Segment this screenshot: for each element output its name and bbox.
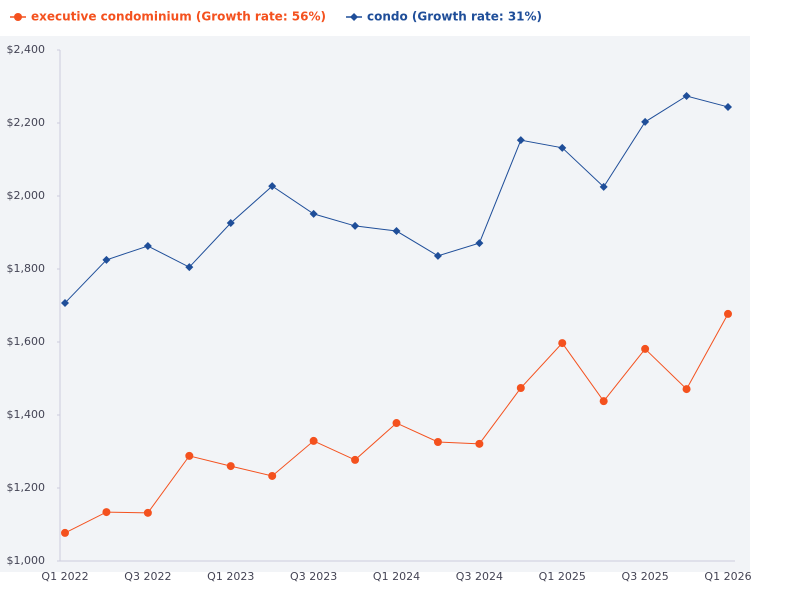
point (185, 451, 194, 460)
y-tick-label: $1,800 (7, 262, 46, 275)
x-tick-label: Q3 2025 (622, 570, 669, 583)
point (558, 143, 567, 152)
point (724, 309, 732, 318)
point (143, 242, 152, 251)
y-tick-label: $2,200 (7, 116, 46, 129)
point (309, 436, 318, 445)
y-tick-label: $2,000 (7, 189, 46, 202)
point (268, 471, 277, 480)
point (641, 117, 650, 126)
legend-label: condo (Growth rate: 31%) (367, 10, 542, 24)
x-tick-label: Q1 2024 (373, 570, 420, 583)
point (392, 227, 401, 236)
legend-marker (14, 13, 22, 21)
point (226, 462, 235, 471)
point (102, 255, 111, 264)
x-tick-label: Q1 2022 (41, 570, 88, 583)
point (599, 182, 608, 191)
point (102, 508, 111, 517)
legend-marker (350, 13, 359, 21)
point (185, 263, 194, 272)
x-tick-label: Q3 2024 (456, 570, 503, 583)
x-tick-label: Q3 2022 (124, 570, 171, 583)
x-tick-label: Q1 2025 (539, 570, 586, 583)
point (558, 339, 567, 348)
point (392, 419, 401, 428)
y-tick-label: $1,200 (7, 481, 46, 494)
x-tick-label: Q1 2023 (207, 570, 254, 583)
point (599, 397, 608, 406)
point (309, 209, 318, 218)
point (682, 91, 691, 100)
point (143, 508, 152, 517)
y-tick-label: $1,400 (7, 408, 46, 421)
point (475, 439, 484, 448)
x-tick-label: Q1 2026 (704, 570, 751, 583)
legend-label: executive condominium (Growth rate: 56%) (31, 10, 326, 24)
plot-background (0, 36, 750, 572)
point (682, 385, 691, 394)
point (61, 528, 69, 537)
point (268, 182, 277, 191)
point (61, 298, 69, 307)
legend: executive condominium (Growth rate: 56%)… (10, 10, 542, 24)
point (351, 455, 360, 464)
point (516, 136, 525, 145)
point (351, 221, 360, 230)
point (226, 219, 235, 228)
point (433, 251, 442, 260)
point (433, 438, 442, 447)
point (516, 383, 525, 392)
point (724, 102, 732, 111)
x-tick-label: Q3 2023 (290, 570, 337, 583)
point (641, 344, 650, 353)
y-tick-label: $1,600 (7, 335, 46, 348)
y-tick-label: $2,400 (7, 43, 46, 56)
point (475, 239, 484, 248)
y-tick-label: $1,000 (7, 554, 46, 567)
